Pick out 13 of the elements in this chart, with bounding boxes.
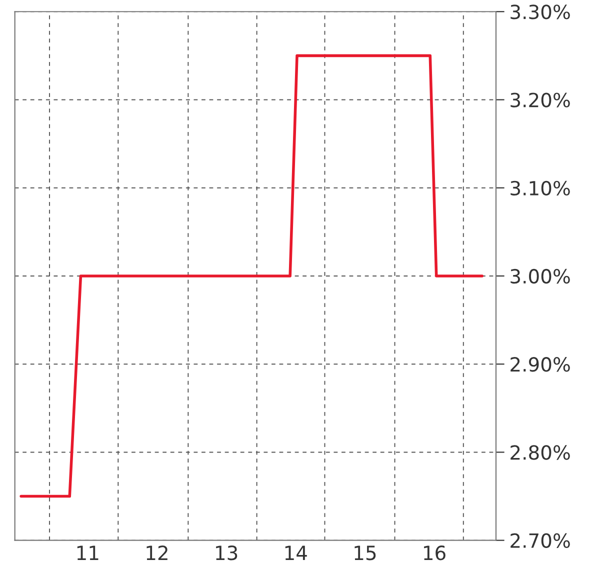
y-tick-label: 2.80%	[510, 445, 570, 460]
y-tick-label: 3.20%	[510, 92, 570, 108]
y-tick-label: 3.10%	[510, 180, 570, 196]
x-tick-label: 12	[146, 546, 168, 560]
x-tick-label: 11	[77, 546, 98, 560]
y-tick-label: 3.30%	[510, 4, 570, 20]
y-tick-label: 2.70%	[510, 533, 570, 548]
y-tick-label: 3.00%	[510, 268, 570, 284]
x-tick-label: 14	[285, 546, 307, 560]
y-tick-label: 2.90%	[510, 357, 570, 372]
x-tick-label: 13	[216, 546, 238, 560]
x-tick-label: 16	[424, 546, 446, 560]
x-tick-label: 15	[354, 546, 376, 560]
